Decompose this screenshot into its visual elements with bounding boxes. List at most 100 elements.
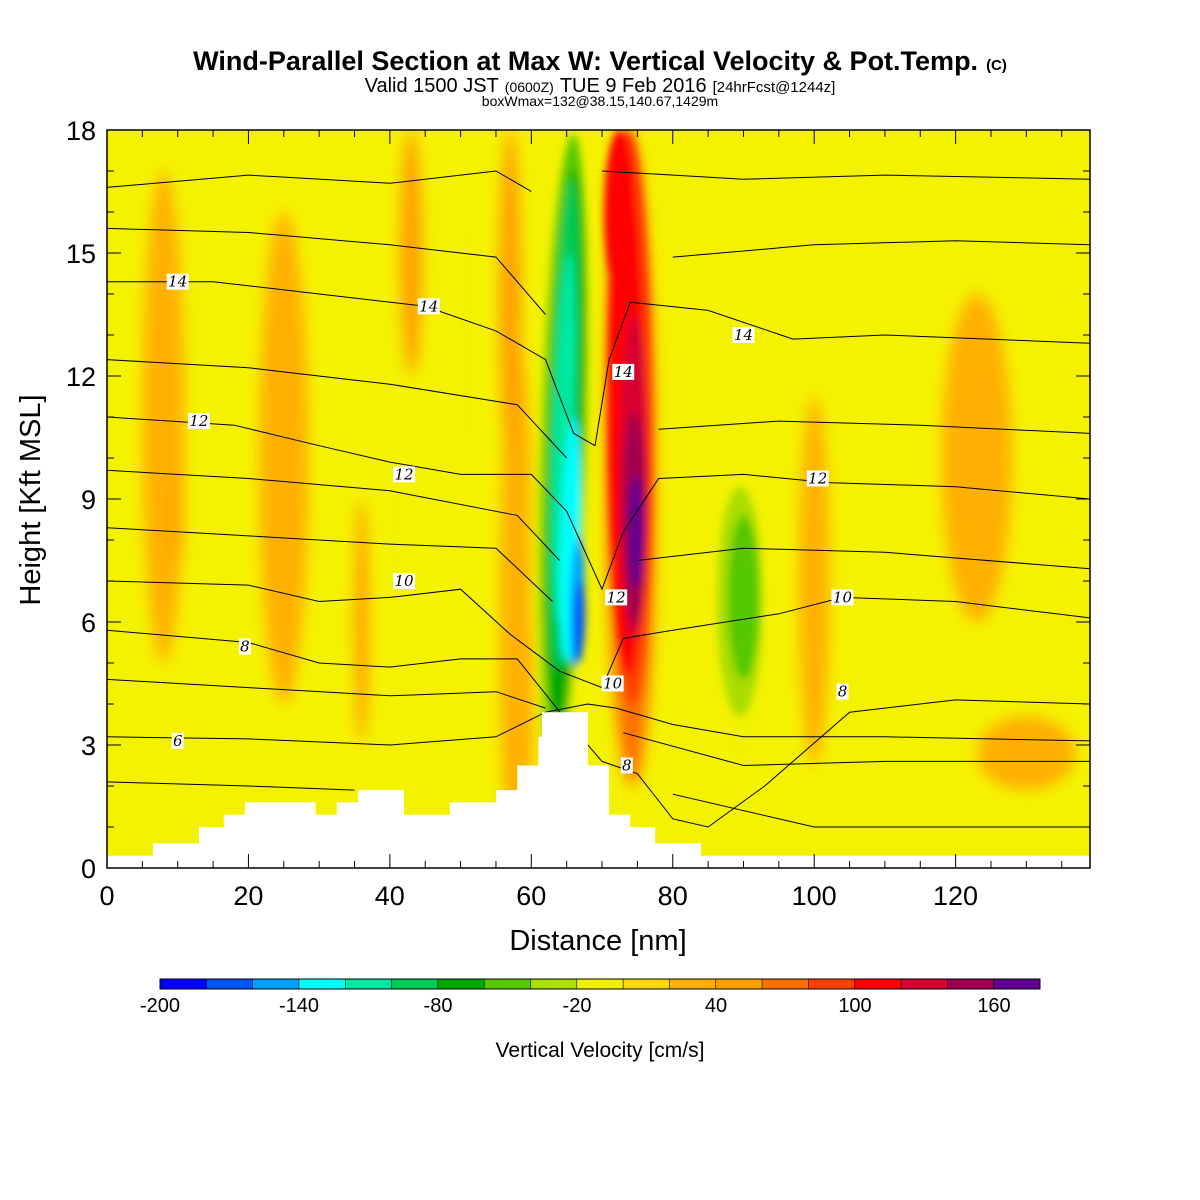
contour-label-bg	[166, 273, 189, 290]
colorbar-segment	[530, 979, 578, 989]
contour-label: 14	[417, 297, 440, 315]
contour-label-bg	[836, 683, 849, 700]
velocity-shade	[628, 474, 644, 590]
colorbar-frame	[159, 978, 1041, 990]
contour-label-text: 8	[622, 757, 632, 775]
y-tick-label: 3	[81, 731, 96, 761]
velocity-shade	[798, 396, 830, 766]
colorbar-tick-label: -20	[563, 995, 592, 1017]
y-tick-label: 6	[81, 608, 96, 638]
velocity-shade	[976, 716, 1076, 791]
colorbar-segment	[160, 979, 207, 989]
contour-label-text: 14	[168, 273, 187, 291]
contour-label-text: 12	[607, 588, 626, 606]
valid-time: Valid 1500 JST (0600Z) TUE 9 Feb 2016 [24hr…	[365, 75, 836, 97]
velocity-shade	[573, 581, 586, 663]
colorbar	[159, 979, 1041, 989]
contour-label-bg	[605, 589, 628, 606]
contour-label: 10	[393, 572, 416, 590]
colorbar-segment	[762, 979, 809, 989]
contour-label: 6	[171, 732, 184, 750]
contour-label: 12	[605, 588, 628, 606]
contour-label: 12	[806, 470, 829, 488]
theta-contour-14	[107, 281, 1090, 447]
y-axis-label: Height [Kft MSL]	[15, 394, 47, 605]
box-wmax-info: boxWmax=132@38.15,140.67,1429m	[482, 93, 718, 109]
colorbar-segment	[623, 979, 670, 989]
contour-label: 12	[187, 412, 210, 430]
contour-label-text: 14	[734, 326, 753, 344]
colorbar-segment	[206, 979, 254, 989]
theta-contours	[107, 170, 1090, 828]
theta-contour	[107, 469, 560, 561]
colorbar-segment	[669, 979, 717, 989]
x-tick-label: 40	[375, 881, 405, 911]
x-tick-label: 100	[792, 881, 837, 911]
contour-label-text: 14	[614, 363, 633, 381]
colorbar-tick-label: -200	[140, 995, 180, 1017]
colorbar-tick-label: -140	[279, 995, 319, 1017]
colorbar-segment	[252, 979, 300, 989]
contour-label: 10	[601, 675, 624, 693]
contour-label-bg	[393, 466, 416, 483]
x-tick-label: 20	[233, 881, 263, 911]
contour-label: 8	[620, 757, 633, 775]
chart-title: Wind-Parallel Section at Max W: Vertical…	[193, 46, 1007, 76]
contour-label-bg	[187, 413, 210, 430]
contour-label: 8	[836, 683, 849, 701]
axis-ticks	[106, 129, 1090, 869]
plot-area: 14 14 14 14 12 12 12 12 10 10 10 8 8 8 6	[107, 130, 1090, 868]
y-tick-labels: 0 3 6 9 12 15 18	[66, 116, 96, 884]
colorbar-segment	[901, 979, 948, 989]
theta-contour	[107, 678, 546, 709]
contour-label-bg	[171, 732, 184, 749]
contour-label-bg	[620, 757, 633, 774]
theta-contour	[637, 547, 1090, 570]
theta-contour	[672, 793, 1090, 828]
theta-contour	[107, 359, 568, 459]
contour-labels: 14 14 14 14 12 12 12 12 10 10 10 8 8 8 6	[166, 273, 854, 775]
velocity-shade	[142, 171, 185, 663]
velocity-shade	[384, 294, 403, 745]
contour-label: 12	[393, 465, 416, 483]
colorbar-segment	[484, 979, 532, 989]
contour-label-bg	[831, 589, 854, 606]
contour-label-bg	[732, 327, 755, 343]
colorbar-segment	[576, 979, 624, 989]
x-tick-label: 120	[933, 881, 978, 911]
x-tick-labels: 0 20 40 60 80 100 120	[99, 881, 978, 911]
theta-contour-8	[107, 629, 1090, 828]
x-tick-label: 0	[99, 881, 114, 911]
y-tick-label: 12	[66, 362, 96, 392]
contour-label-text: 14	[419, 297, 438, 315]
contour-label-text: 12	[189, 412, 208, 430]
colorbar-segment	[947, 979, 995, 989]
contour-label-text: 10	[603, 675, 623, 693]
colorbar-segment	[391, 979, 439, 989]
velocity-shade	[354, 499, 369, 745]
contour-label: 8	[238, 638, 251, 656]
colorbar-tick-label: 40	[705, 995, 727, 1017]
theta-contour	[672, 240, 1090, 258]
y-tick-label: 15	[66, 239, 96, 269]
contour-label-text: 12	[808, 470, 827, 488]
theta-contour	[107, 227, 546, 315]
theta-contour	[623, 732, 1090, 767]
contour-label-bg	[238, 638, 251, 655]
y-tick-label: 18	[66, 116, 96, 146]
contour-label: 10	[831, 588, 854, 606]
velocity-shade	[457, 171, 479, 499]
contour-label-text: 10	[394, 572, 414, 590]
contour-label: 14	[732, 326, 755, 344]
x-tick-label: 80	[658, 881, 688, 911]
colorbar-tick-label: 160	[977, 995, 1010, 1017]
velocity-shade	[727, 515, 760, 680]
theta-contour	[601, 170, 1090, 180]
contour-label: 14	[166, 273, 189, 291]
y-tick-label: 9	[81, 485, 96, 515]
contour-label-text: 8	[240, 638, 250, 656]
contour-label-text: 8	[838, 683, 848, 701]
contour-label-bg	[806, 470, 829, 487]
velocity-shade	[604, 130, 636, 294]
velocity-shade	[941, 294, 1013, 622]
